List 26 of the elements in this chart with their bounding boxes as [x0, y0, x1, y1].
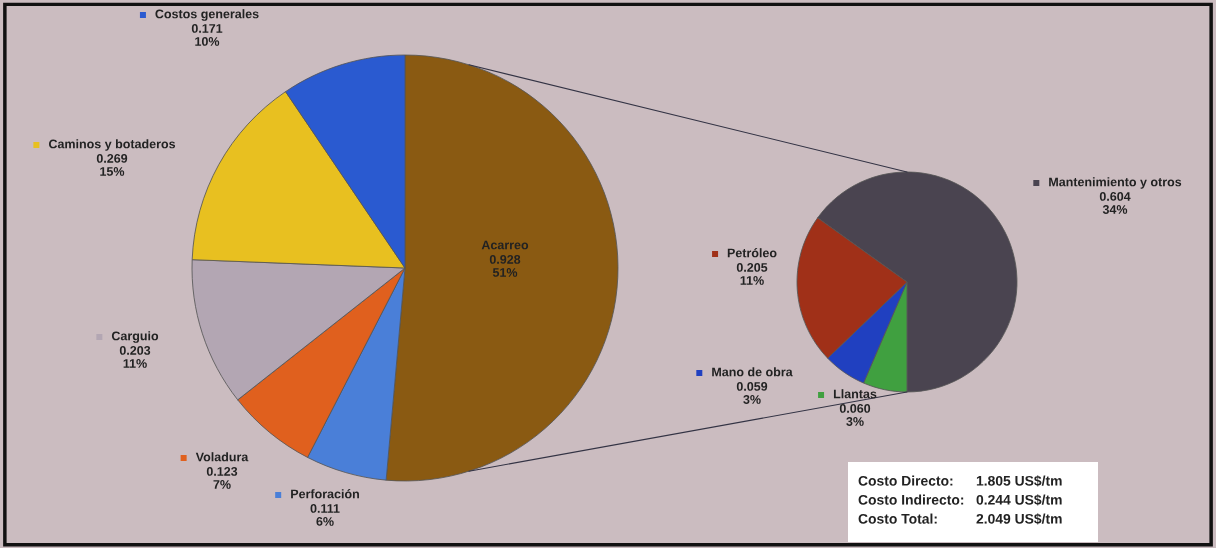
legend-label: Voladura: [195, 452, 249, 462]
data-label: 0.059 3%: [736, 382, 768, 404]
text: 2.049 US$/tm: [976, 513, 1062, 525]
data-label: 0.205 11%: [736, 263, 768, 285]
legend-label: Perforación: [291, 489, 359, 499]
data-label: 0.269 15%: [96, 154, 128, 176]
text: Costo Indirecto:: [858, 494, 964, 505]
text: Costo Directo:: [858, 475, 953, 486]
data-label: 0.604 34%: [1099, 192, 1131, 214]
legend-label: Llantas: [833, 389, 877, 399]
legend-label: Mano de obra: [712, 367, 793, 377]
legend-label: Carguio: [111, 331, 159, 343]
data-label: 0.060 3%: [839, 404, 871, 426]
data-label: 0.111 6%: [310, 504, 340, 526]
slice-label: Acarreo: [481, 240, 529, 250]
text: 0.244 US$/tm: [976, 494, 1062, 506]
text: Costo Total:: [858, 513, 937, 524]
text: 1.805 US$/tm: [976, 475, 1062, 487]
legend-label: Caminos y botaderos: [48, 139, 176, 151]
legend-label: Petróleo: [727, 248, 777, 258]
data-label: 0.123 7%: [206, 467, 238, 489]
data-label: 0.171 10%: [191, 24, 223, 46]
data-label: 0.203 11%: [119, 346, 151, 368]
legend-label: Costos generales: [155, 9, 259, 21]
data-label: 0.928 51%: [489, 255, 521, 277]
legend-label: Mantenimiento y otros: [1049, 177, 1182, 189]
